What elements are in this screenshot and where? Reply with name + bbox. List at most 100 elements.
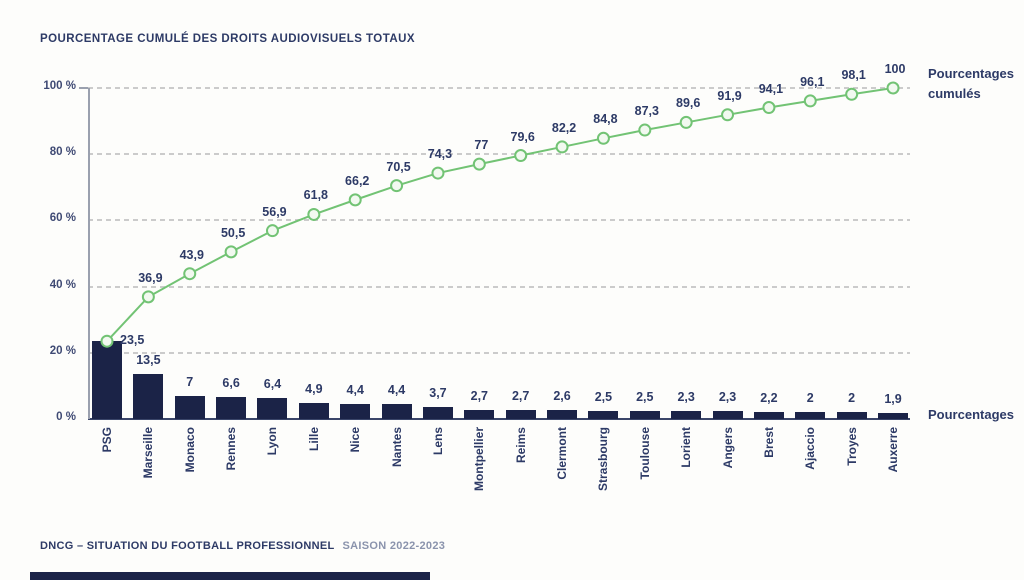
gridline bbox=[88, 351, 910, 354]
y-tick-label: 100 % bbox=[43, 80, 76, 92]
cumulative-value-label: 91,9 bbox=[717, 88, 742, 103]
bar bbox=[464, 410, 495, 419]
cumulative-point-marker bbox=[803, 94, 817, 108]
cumulative-point-marker bbox=[845, 87, 859, 101]
cumulative-point-marker bbox=[514, 149, 528, 163]
cumulative-point-marker bbox=[307, 207, 321, 221]
category-label: Marseille bbox=[141, 427, 156, 479]
bar-value-label: 4,4 bbox=[346, 383, 364, 398]
bar bbox=[547, 410, 578, 419]
category-label: Lyon bbox=[265, 427, 280, 456]
source-footer: DNCG – SITUATION DU FOOTBALL PROFESSIONN… bbox=[40, 540, 445, 552]
category-label: Rennes bbox=[224, 427, 239, 471]
category-label: Clermont bbox=[555, 427, 570, 480]
bar bbox=[216, 397, 247, 419]
bar-value-label: 2,7 bbox=[511, 389, 530, 404]
bar bbox=[133, 374, 164, 419]
cumulative-value-label: 74,3 bbox=[427, 147, 453, 162]
cumulative-point-marker bbox=[638, 123, 652, 137]
category-label: Angers bbox=[720, 427, 735, 469]
bar bbox=[753, 411, 784, 419]
category-label: Toulouse bbox=[637, 427, 652, 480]
bar bbox=[422, 406, 453, 419]
bar-value-label: 6,6 bbox=[222, 376, 240, 391]
y-tick-label: 80 % bbox=[49, 146, 76, 159]
cumulative-point-marker bbox=[721, 108, 735, 122]
bar-value-label: 2 bbox=[806, 391, 814, 406]
bar bbox=[629, 410, 660, 419]
bar-value-label: 7 bbox=[186, 374, 194, 389]
bottom-section-edge bbox=[30, 572, 430, 580]
cumulative-point-marker bbox=[224, 245, 238, 259]
bar-value-label: 6,4 bbox=[263, 376, 282, 391]
x-axis-line bbox=[88, 418, 910, 420]
footer-source: DNCG – SITUATION DU FOOTBALL PROFESSIONN… bbox=[40, 540, 335, 552]
bar-value-label: 2 bbox=[848, 391, 856, 406]
category-label: Ajaccio bbox=[803, 427, 818, 470]
cumulative-point-marker bbox=[431, 166, 445, 180]
y-tick-label: 20 % bbox=[49, 344, 76, 357]
y-tick-label: 40 % bbox=[49, 278, 76, 291]
category-label: PSG bbox=[100, 427, 114, 453]
bar-value-label: 2,3 bbox=[718, 390, 737, 405]
category-label: Auxerre bbox=[886, 427, 901, 473]
cumulative-value-label: 100 bbox=[884, 62, 906, 76]
bar-value-label: 2,5 bbox=[636, 389, 654, 404]
cumulative-value-label: 96,1 bbox=[800, 74, 825, 89]
cumulative-value-label: 23,5 bbox=[120, 333, 145, 348]
legend-bars-label: Pourcentages bbox=[928, 407, 1014, 422]
cumulative-value-label: 36,9 bbox=[138, 270, 163, 285]
cumulative-point-marker bbox=[472, 157, 486, 171]
cumulative-line bbox=[106, 87, 894, 342]
cumulative-value-label: 66,2 bbox=[345, 173, 370, 188]
category-label: Nice bbox=[348, 427, 363, 453]
cumulative-value-label: 50,5 bbox=[220, 225, 246, 240]
cumulative-point-marker bbox=[141, 290, 155, 304]
cumulative-value-label: 70,5 bbox=[386, 159, 411, 174]
cumulative-point-marker bbox=[596, 131, 610, 145]
cumulative-value-label: 43,9 bbox=[179, 247, 204, 262]
category-label: Brest bbox=[761, 427, 776, 458]
footer-season: SAISON 2022-2023 bbox=[342, 540, 446, 552]
bar bbox=[257, 397, 288, 419]
cumulative-point-marker bbox=[348, 193, 362, 207]
cumulative-point-marker bbox=[762, 101, 776, 115]
category-label: Strasbourg bbox=[596, 427, 611, 492]
bar-value-label: 2,7 bbox=[470, 389, 489, 404]
y-tick-label: 0 % bbox=[56, 411, 76, 423]
y-axis-line bbox=[88, 88, 90, 419]
bar-value-label: 3,7 bbox=[429, 385, 447, 400]
category-label: Lorient bbox=[679, 427, 694, 468]
bar bbox=[795, 412, 826, 419]
bar bbox=[92, 341, 122, 419]
bar bbox=[298, 402, 329, 419]
category-label: Monaco bbox=[182, 427, 197, 473]
cumulative-value-label: 56,9 bbox=[262, 204, 287, 219]
y-axis-top-tick bbox=[79, 87, 88, 89]
cumulative-point-marker bbox=[390, 179, 404, 193]
bar-value-label: 1,9 bbox=[884, 391, 902, 406]
category-label: Troyes bbox=[844, 427, 859, 466]
legend-cumulative-label: Pourcentages cumulés bbox=[928, 66, 1014, 101]
cumulative-value-label: 77 bbox=[474, 138, 489, 153]
cumulative-value-label: 89,6 bbox=[676, 96, 701, 111]
chart-title: POURCENTAGE CUMULÉ DES DROITS AUDIOVISUE… bbox=[40, 33, 415, 45]
category-label: Lens bbox=[430, 427, 445, 456]
bar bbox=[878, 412, 909, 419]
gridline bbox=[88, 153, 910, 156]
bar-value-label: 2,3 bbox=[677, 390, 695, 405]
bar bbox=[505, 410, 536, 419]
cumulative-value-label: 61,8 bbox=[303, 188, 329, 203]
bar-value-label: 4,9 bbox=[305, 381, 323, 396]
y-tick-label: 60 % bbox=[49, 212, 76, 225]
cumulative-point-marker bbox=[183, 267, 197, 281]
bar bbox=[340, 404, 371, 419]
cumulative-value-label: 82,2 bbox=[551, 120, 577, 135]
category-label: Reims bbox=[513, 427, 528, 464]
cumulative-value-label: 79,6 bbox=[510, 129, 535, 144]
bar bbox=[588, 410, 619, 419]
cumulative-point-marker bbox=[679, 115, 693, 129]
category-label: Lille bbox=[306, 427, 321, 452]
